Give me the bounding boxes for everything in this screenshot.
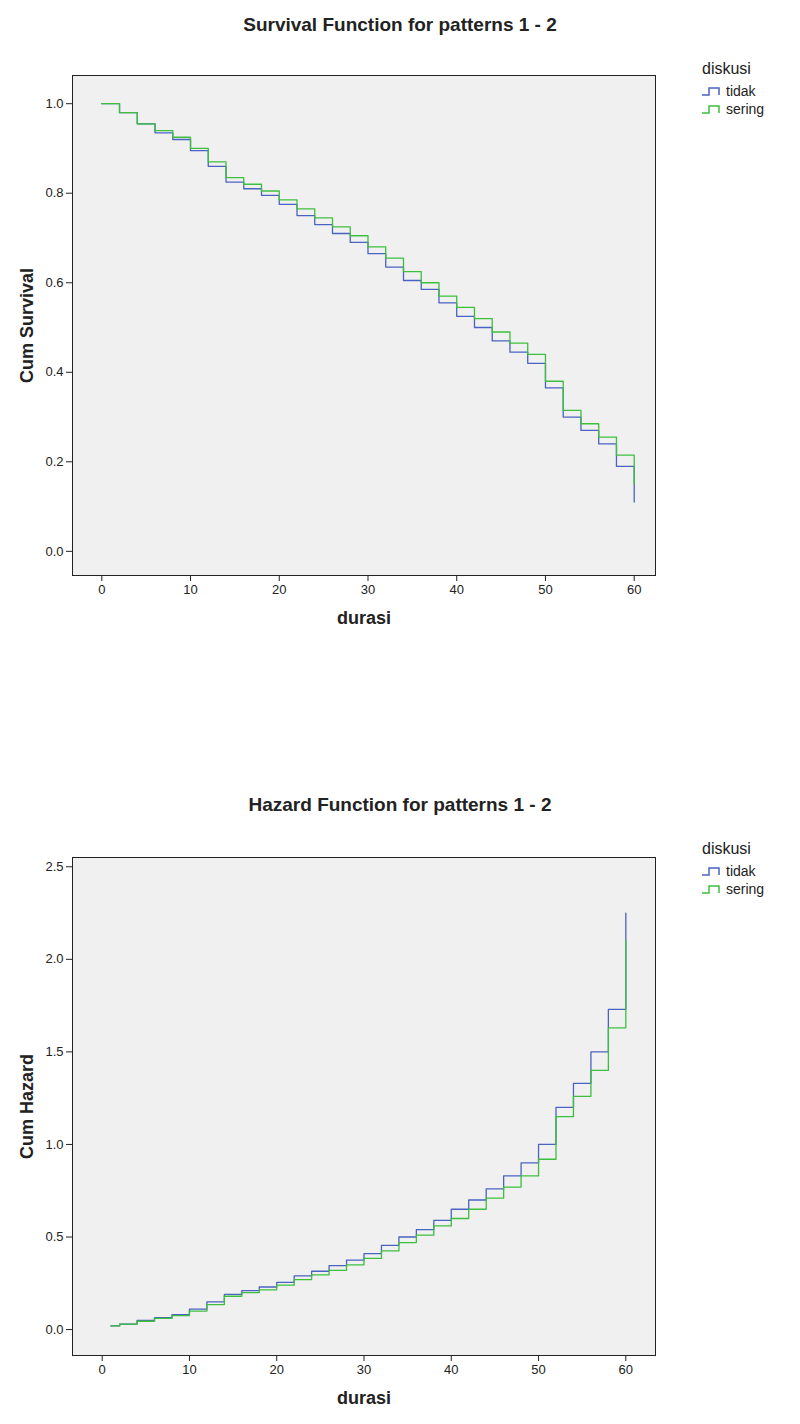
html-text:diskusi: diskusi [702, 60, 751, 77]
svg-text:50: 50 [531, 1362, 545, 1377]
svg-text:0.6: 0.6 [45, 275, 63, 290]
svg-text:50: 50 [538, 582, 552, 597]
svg-text:durasi: durasi [337, 1388, 391, 1408]
html-text:tidak: tidak [726, 83, 756, 99]
svg-text:10: 10 [182, 1362, 196, 1377]
svg-text:durasi: durasi [337, 608, 391, 628]
svg-text:30: 30 [357, 1362, 371, 1377]
svg-text:40: 40 [449, 582, 463, 597]
svg-text:1.0: 1.0 [45, 96, 63, 111]
html-text:sering: sering [726, 101, 765, 117]
svg-text:60: 60 [619, 1362, 633, 1377]
svg-text:10: 10 [183, 582, 197, 597]
svg-text:0.0: 0.0 [45, 1322, 63, 1337]
html-text:diskusi: diskusi [702, 840, 751, 857]
svg-text:1.5: 1.5 [45, 1044, 63, 1059]
svg-text:2.0: 2.0 [45, 951, 63, 966]
svg-text:Cum Survival: Cum Survival [17, 268, 37, 383]
svg-text:30: 30 [361, 582, 375, 597]
svg-text:0: 0 [98, 582, 105, 597]
html-text:tidak: tidak [726, 863, 756, 879]
html-text:sering: sering [726, 881, 765, 897]
html-text:Survival Function for patterns: Survival Function for patterns 1 - 2 [243, 14, 557, 35]
svg-text:0.0: 0.0 [45, 543, 63, 558]
svg-text:0.8: 0.8 [45, 185, 63, 200]
svg-text:0.5: 0.5 [45, 1229, 63, 1244]
svg-text:0: 0 [99, 1362, 106, 1377]
svg-text:1.0: 1.0 [45, 1137, 63, 1152]
svg-text:0.2: 0.2 [45, 454, 63, 469]
svg-text:Cum Hazard: Cum Hazard [17, 1054, 37, 1159]
html-text:Hazard Function for patterns 1: Hazard Function for patterns 1 - 2 [248, 794, 552, 815]
svg-text:40: 40 [444, 1362, 458, 1377]
svg-text:0.4: 0.4 [45, 364, 63, 379]
svg-text:2.5: 2.5 [45, 859, 63, 874]
svg-text:20: 20 [272, 582, 286, 597]
svg-text:60: 60 [627, 582, 641, 597]
svg-text:20: 20 [269, 1362, 283, 1377]
